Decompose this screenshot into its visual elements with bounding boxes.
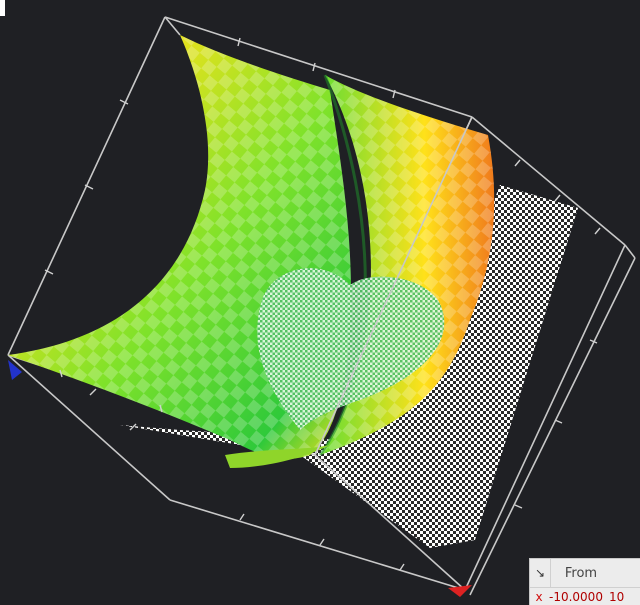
range-panel-header: ↘ From — [530, 559, 640, 588]
origin-marker — [8, 360, 22, 380]
from-column-header: From — [564, 565, 598, 581]
collapse-arrow-icon[interactable]: ↘ — [530, 559, 551, 587]
corner-marker — [0, 0, 5, 16]
heart-shape — [257, 268, 445, 430]
range-row-x: x -10.0000 10 — [530, 588, 640, 605]
axis-label: x — [535, 590, 543, 604]
to-value-field[interactable]: 10 — [608, 590, 625, 604]
range-panel: ↘ From x -10.0000 10 — [529, 558, 640, 605]
from-value-field[interactable]: -10.0000 — [549, 590, 603, 604]
end-marker — [448, 585, 472, 597]
